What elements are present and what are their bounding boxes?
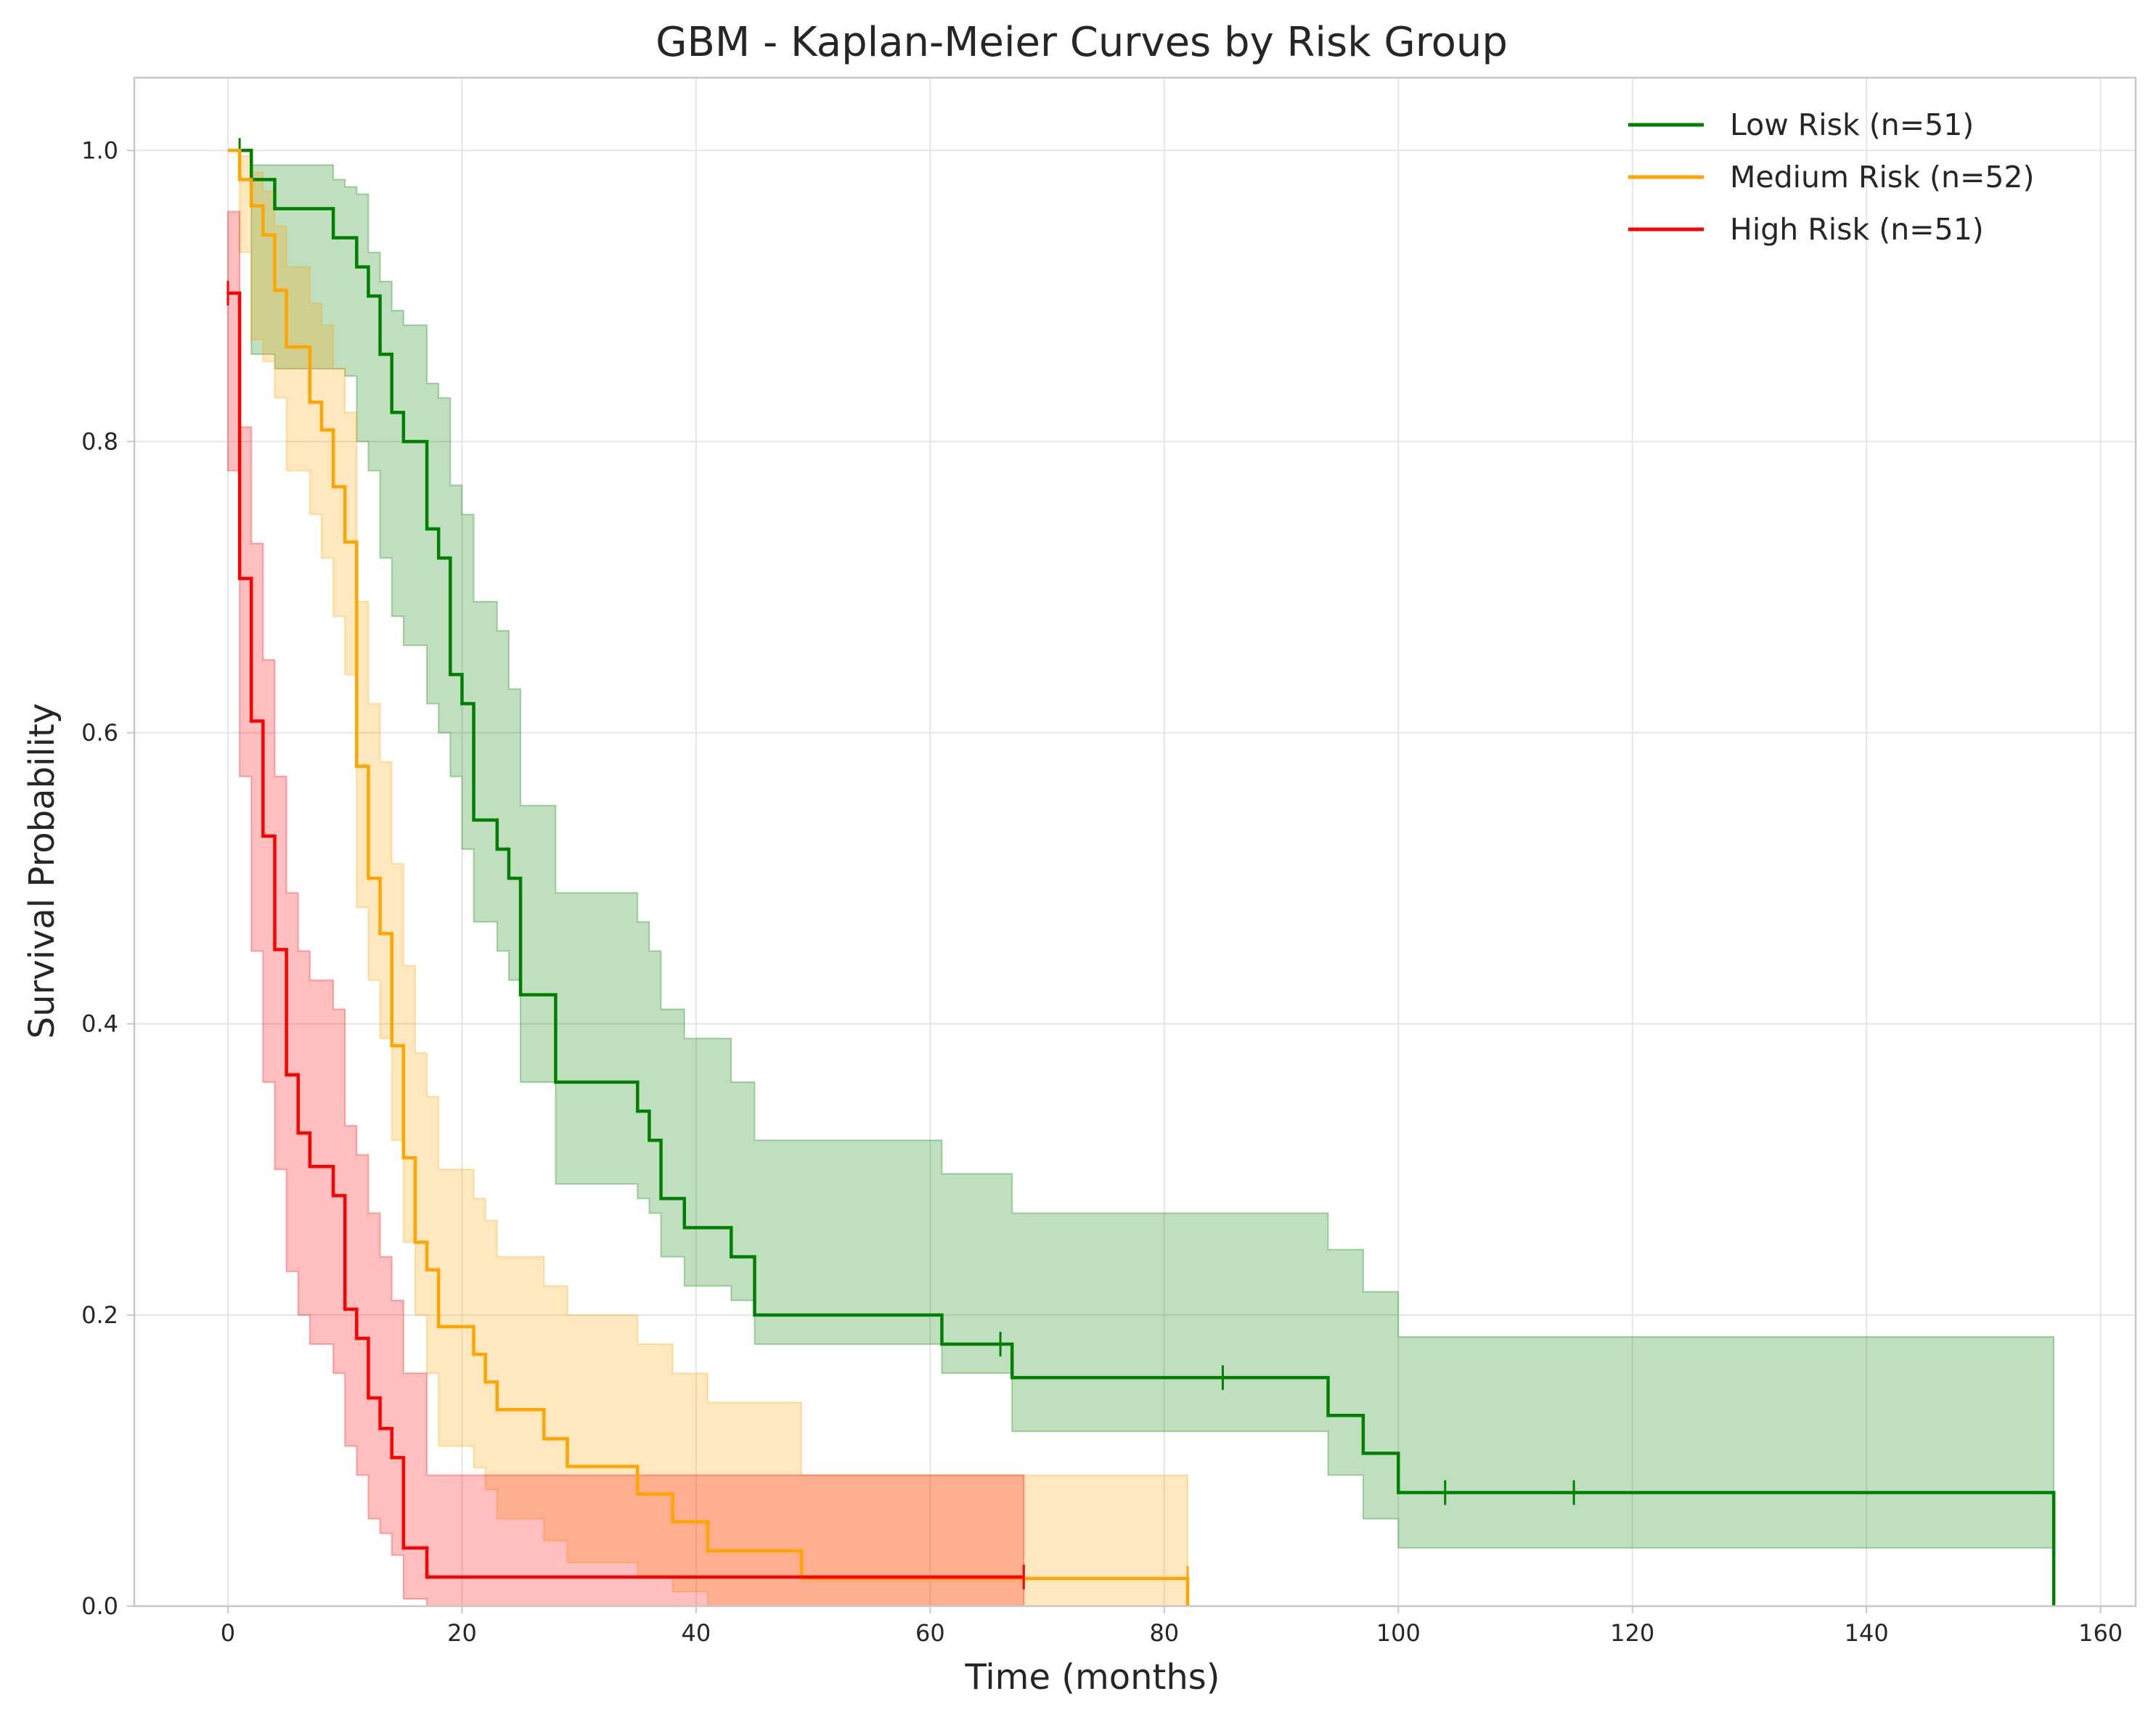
y-tick-label: 0.2 xyxy=(81,1301,118,1329)
x-axis-label: Time (months) xyxy=(965,1657,1220,1698)
survival-curve-low xyxy=(227,149,2056,1606)
confidence-band-medium xyxy=(227,150,1189,1607)
y-tick-label: 0.8 xyxy=(81,427,118,455)
survival-curve-medium xyxy=(227,149,1190,1606)
axes: 0 20 40 60 80 100 120 140 160 0.0 0.2 0.4 0.6 0.8 1.0 xyxy=(81,76,2137,1647)
survival-curve-high xyxy=(227,291,1024,1579)
y-tick-label: 1.0 xyxy=(81,136,118,164)
legend: Low Risk (n=51) Medium Risk (n=52) High Ri… xyxy=(1628,107,2035,247)
x-tick-label: 40 xyxy=(682,1619,711,1647)
y-tick-label: 0.4 xyxy=(81,1010,118,1038)
grid-layer xyxy=(134,78,2136,1607)
y-tick-label: 0.6 xyxy=(81,719,118,747)
x-tick-label: 20 xyxy=(447,1619,477,1647)
survival-curves xyxy=(226,138,2056,1606)
x-tick-label: 100 xyxy=(1376,1619,1421,1647)
legend-label: High Risk (n=51) xyxy=(1730,212,1984,247)
x-tick-label: 140 xyxy=(1845,1619,1889,1647)
x-tick-label: 60 xyxy=(915,1619,945,1647)
confidence-bands xyxy=(226,150,2055,1607)
x-tick-label: 120 xyxy=(1610,1619,1654,1647)
x-tick-label: 0 xyxy=(221,1619,235,1647)
legend-label: Low Risk (n=51) xyxy=(1730,107,1974,142)
x-tick-label: 80 xyxy=(1149,1619,1179,1647)
y-tick-label: 0.0 xyxy=(81,1592,118,1620)
legend-label: Medium Risk (n=52) xyxy=(1730,160,2035,195)
y-axis-label: Survival Probability xyxy=(22,703,62,1039)
plot-frame xyxy=(133,76,2137,1608)
x-tick-label: 160 xyxy=(2078,1619,2123,1647)
chart-title: GBM - Kaplan-Meier Curves by Risk Group xyxy=(656,19,1508,66)
